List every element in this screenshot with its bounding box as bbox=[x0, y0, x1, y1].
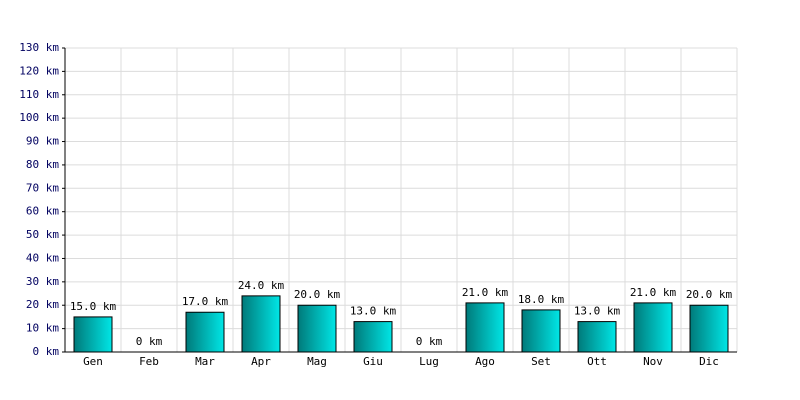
y-tick-label: 0 km bbox=[33, 345, 60, 358]
x-tick-label: Mag bbox=[307, 355, 327, 368]
y-tick-label: 120 km bbox=[19, 64, 59, 77]
y-tick-label: 80 km bbox=[26, 158, 59, 171]
x-tick-label: Giu bbox=[363, 355, 383, 368]
bar bbox=[577, 321, 617, 353]
y-tick-label: 40 km bbox=[26, 251, 59, 264]
value-label: 18.0 km bbox=[518, 293, 565, 306]
y-tick-label: 90 km bbox=[26, 135, 59, 148]
value-label: 21.0 km bbox=[462, 286, 509, 299]
bar bbox=[73, 316, 113, 353]
bar bbox=[353, 321, 393, 353]
value-label: 20.0 km bbox=[686, 288, 733, 301]
x-tick-label: Ago bbox=[475, 355, 495, 368]
x-tick-label: Apr bbox=[251, 355, 271, 368]
bar bbox=[689, 304, 729, 353]
value-label: 17.0 km bbox=[182, 295, 229, 308]
y-tick-label: 100 km bbox=[19, 111, 59, 124]
value-label: 0 km bbox=[136, 335, 163, 348]
y-tick-label: 50 km bbox=[26, 228, 59, 241]
y-tick-label: 30 km bbox=[26, 275, 59, 288]
value-label: 0 km bbox=[416, 335, 443, 348]
bar bbox=[465, 302, 505, 353]
bar bbox=[297, 304, 337, 353]
bar bbox=[633, 302, 673, 353]
value-label: 13.0 km bbox=[574, 305, 621, 318]
value-label: 15.0 km bbox=[70, 300, 117, 313]
x-tick-label: Gen bbox=[83, 355, 103, 368]
x-tick-label: Mar bbox=[195, 355, 215, 368]
y-tick-label: 60 km bbox=[26, 205, 59, 218]
y-tick-label: 20 km bbox=[26, 298, 59, 311]
y-tick-label: 10 km bbox=[26, 322, 59, 335]
x-tick-label: Feb bbox=[139, 355, 159, 368]
value-label: 21.0 km bbox=[630, 286, 677, 299]
bar bbox=[185, 311, 225, 353]
value-label: 24.0 km bbox=[238, 279, 285, 292]
value-label: 13.0 km bbox=[350, 305, 397, 318]
y-tick-label: 70 km bbox=[26, 181, 59, 194]
x-tick-label: Ott bbox=[587, 355, 607, 368]
bar bbox=[241, 295, 281, 353]
y-tick-label: 110 km bbox=[19, 88, 59, 101]
x-tick-label: Dic bbox=[699, 355, 719, 368]
y-tick-label: 130 km bbox=[19, 41, 59, 54]
bar bbox=[521, 309, 561, 353]
value-label: 20.0 km bbox=[294, 288, 341, 301]
x-tick-label: Set bbox=[531, 355, 551, 368]
x-tick-label: Nov bbox=[643, 355, 663, 368]
x-tick-label: Lug bbox=[419, 355, 439, 368]
